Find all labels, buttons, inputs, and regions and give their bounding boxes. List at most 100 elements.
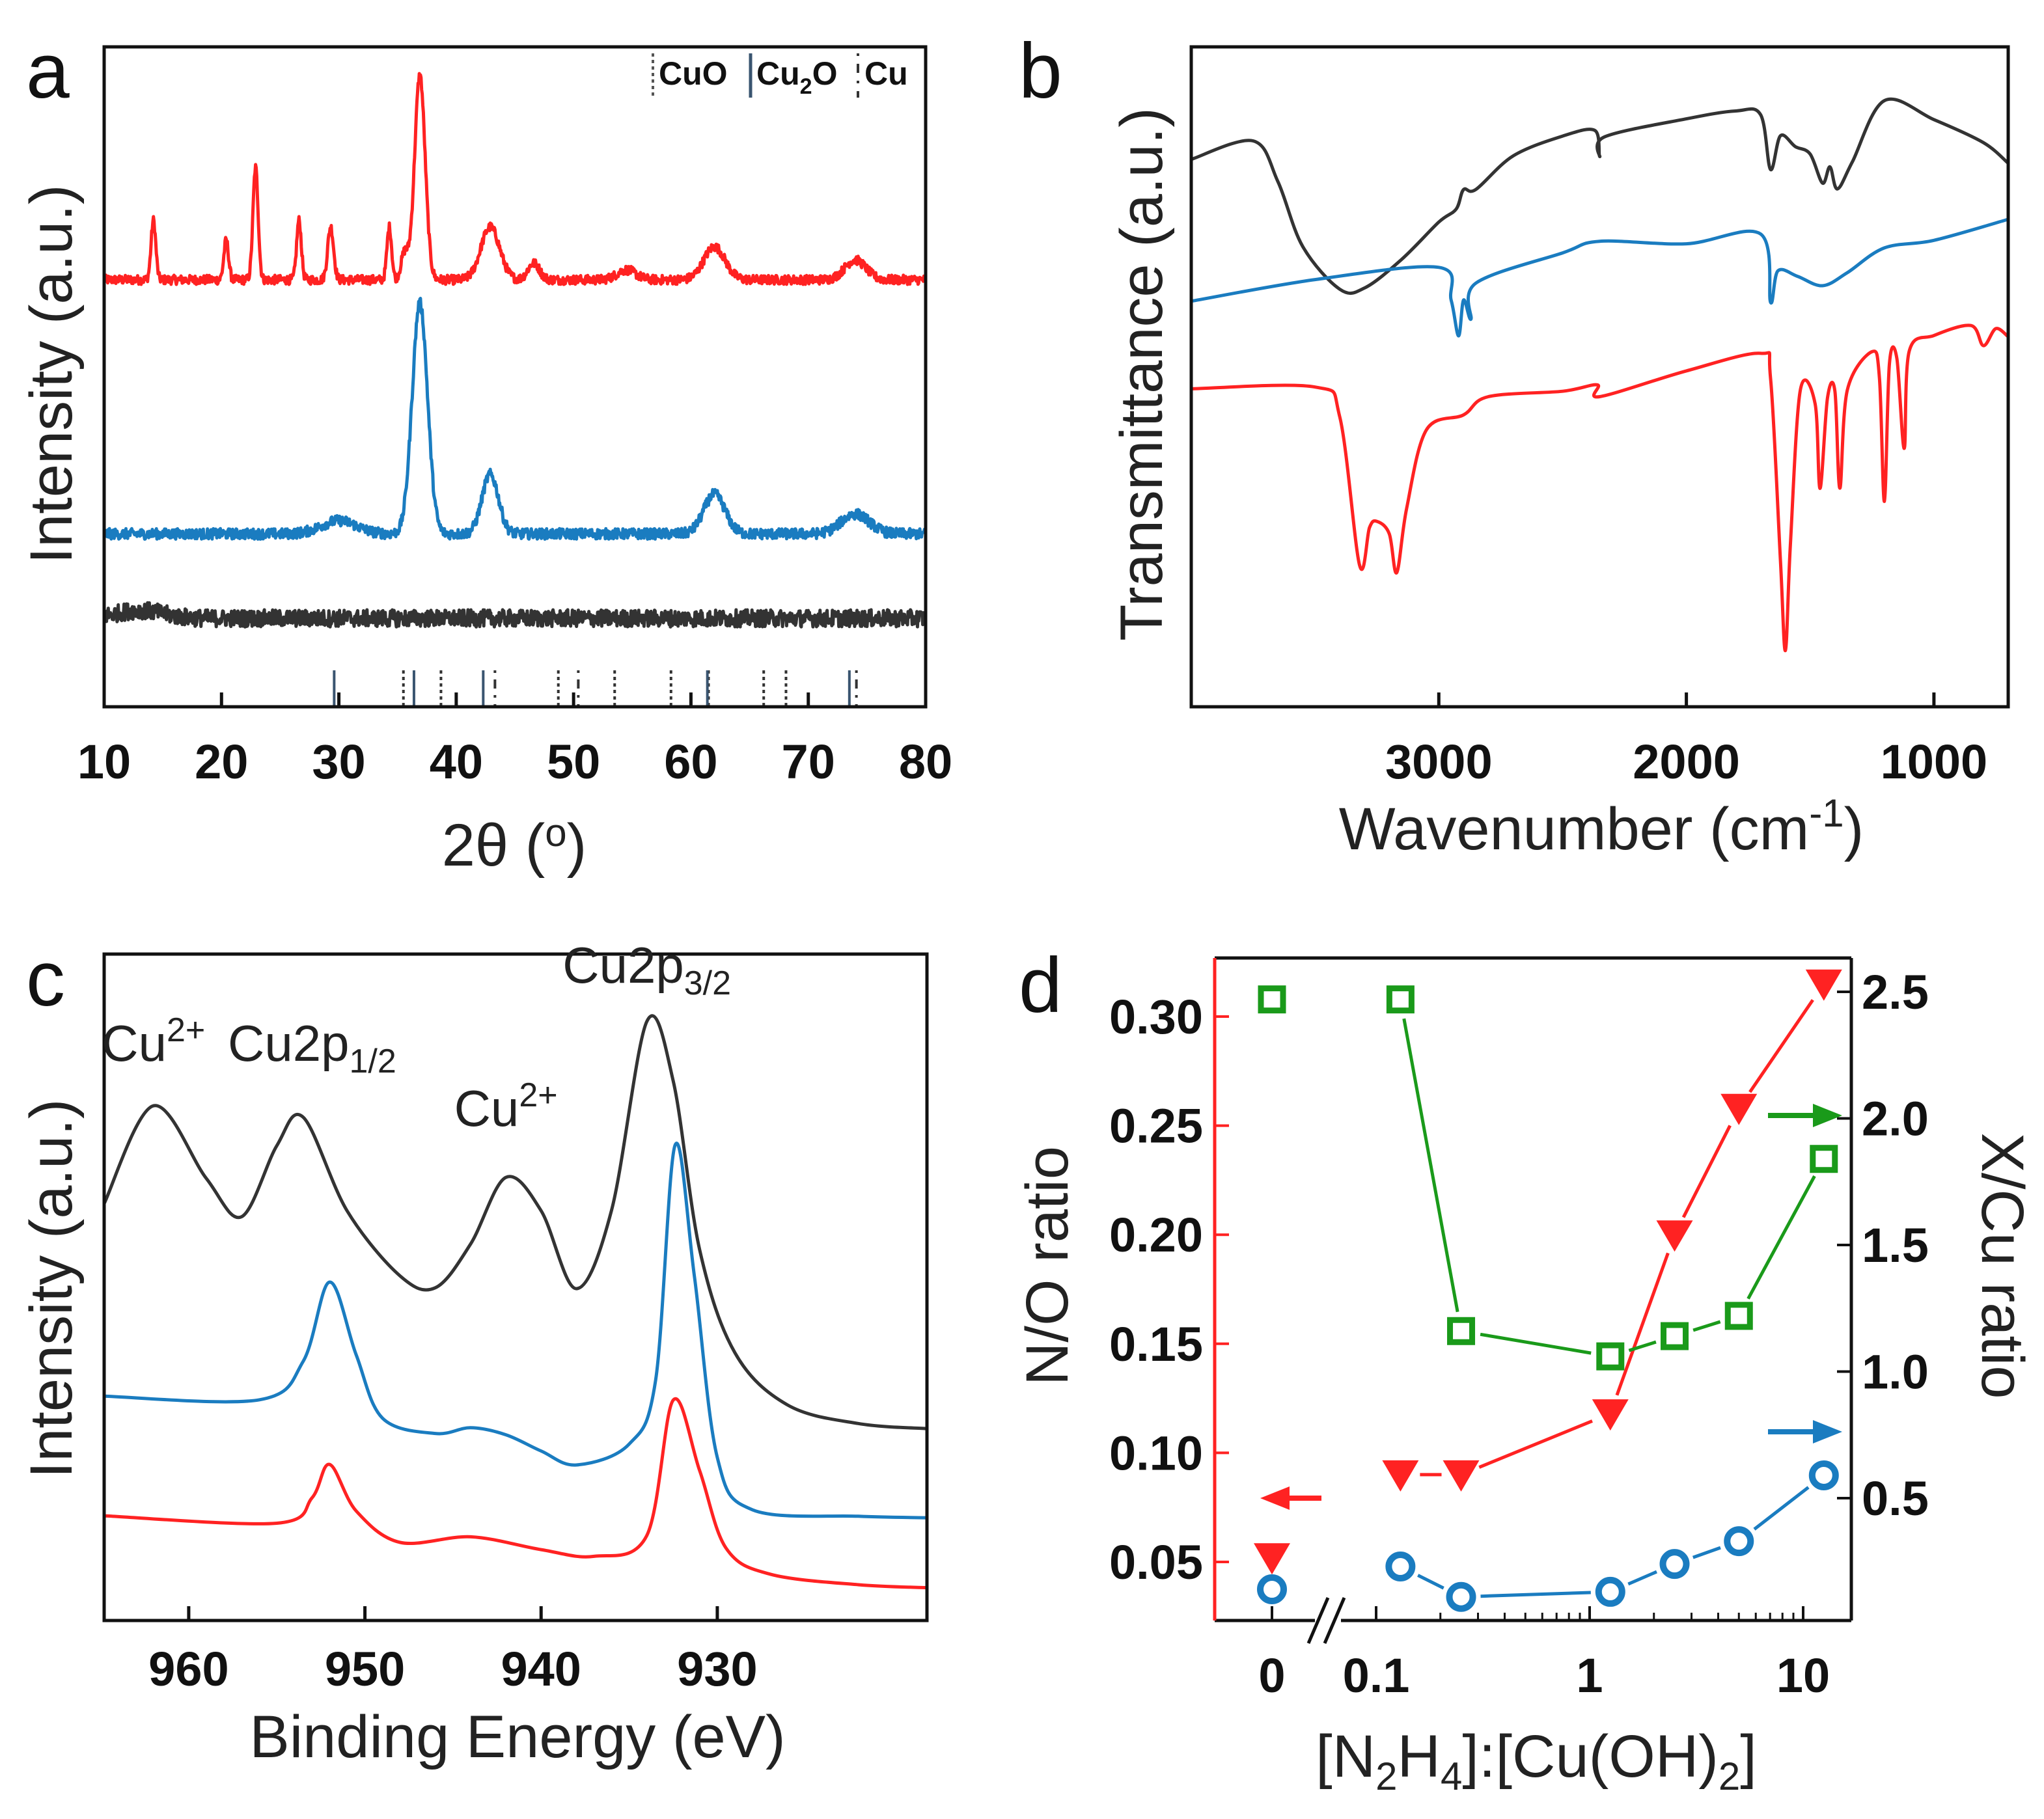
blue-circle-marker <box>1385 1552 1416 1582</box>
red-triangle-marker <box>1254 1543 1290 1575</box>
annotation-sup: 2+ <box>167 1011 205 1049</box>
x-tick-label: 950 <box>325 1642 405 1696</box>
green-square-marker <box>1810 1145 1838 1173</box>
legend-cu2o-post: O <box>812 55 838 92</box>
annotation-sup: 2+ <box>519 1076 557 1114</box>
axis-break-mark <box>1306 1597 1330 1644</box>
left-tick-label: 0.05 <box>1109 1535 1203 1589</box>
x-tick-label: 60 <box>664 735 717 789</box>
x-tick-label: 930 <box>677 1642 757 1696</box>
red-triangle-marker <box>1656 1220 1693 1252</box>
series-line-segment <box>1480 1332 1592 1355</box>
series-line-segment <box>1753 1486 1810 1531</box>
xlabel-sup: o <box>545 811 566 855</box>
series-line-segment <box>1747 1175 1816 1300</box>
x-tick-label: 0 <box>1258 1648 1285 1703</box>
left-tick-label: 0.30 <box>1109 990 1203 1044</box>
x-tick-label: 2000 <box>1633 735 1740 789</box>
annotation-text: Cu2p <box>228 1015 349 1072</box>
legend-cu2o-sub: 2 <box>800 74 812 99</box>
ftir-y-axis-label: Transmittance (a.u.) <box>1109 107 1175 641</box>
xlabel-text-end: ) <box>567 812 587 879</box>
xlabel-sup: -1 <box>1809 791 1844 835</box>
ftir-axes-frame <box>1189 45 2010 709</box>
panel-a-xrd: 10 20 30 40 50 60 70 80 2θ (o) Intensity (a.u.)… <box>18 45 952 879</box>
panel-d-ratios: 0.050.100.150.200.250.300.51.01.52.02.50… <box>1014 956 2036 1798</box>
annotation-text: Cu <box>454 1080 519 1137</box>
ratio-left-y-axis-label: N/O ratio <box>1014 1146 1081 1386</box>
xlabel-sub: 2 <box>1719 1755 1740 1798</box>
xps-x-ticks: 960 950 940 930 <box>148 1606 758 1696</box>
x-tick-label: 1 <box>1576 1648 1603 1703</box>
ftir-curve-black <box>1191 97 2009 295</box>
series-line-segment <box>1417 1574 1444 1590</box>
x-tick-label: 40 <box>430 735 483 789</box>
series-line-segment <box>1692 1320 1721 1332</box>
red-triangle-marker <box>1592 1399 1629 1431</box>
xps-y-axis-label: Intensity (a.u.) <box>18 1099 85 1479</box>
red-triangle-marker <box>1443 1460 1480 1492</box>
series-line-segment <box>1615 1252 1670 1396</box>
xlabel-sub: 4 <box>1441 1755 1462 1798</box>
legend-cu2o-text: Cu <box>756 55 800 92</box>
xps-plot-area <box>102 1014 928 1590</box>
xlabel-sub: 2 <box>1375 1755 1397 1798</box>
left-tick-label: 0.20 <box>1109 1208 1203 1262</box>
xrd-legend: CuO Cu2O Cu <box>652 53 908 99</box>
blue-circle-marker <box>1724 1526 1754 1557</box>
x-tick-label: 80 <box>899 735 952 789</box>
series-line-segment <box>1748 999 1814 1093</box>
right-tick-label: 0.5 <box>1862 1471 1929 1525</box>
axis-break-mark <box>1323 1597 1346 1644</box>
x-tick-label: 940 <box>501 1642 581 1696</box>
ftir-x-axis-label: Wavenumber (cm-1) <box>1339 791 1864 862</box>
xlabel-part: [N <box>1316 1723 1375 1790</box>
xps-curve-red <box>104 1397 928 1590</box>
series-line-segment <box>1480 1591 1591 1598</box>
xlabel-part: ]:[Cu(OH) <box>1462 1723 1719 1790</box>
x-tick-label: 0.1 <box>1343 1648 1410 1703</box>
left-tick-label: 0.25 <box>1109 1099 1203 1153</box>
xps-curve-blue <box>104 1142 928 1520</box>
series-line-segment <box>1628 1340 1657 1352</box>
green-square-marker <box>1724 1302 1753 1330</box>
legend-cu2o-label: Cu2O <box>756 55 837 99</box>
xrd-y-axis-label: Intensity (a.u.) <box>18 185 85 564</box>
right-tick-label: 2.0 <box>1862 1092 1929 1146</box>
panel-b-ftir: 3000 2000 1000 Wavenumber (cm-1) Transmitt… <box>1109 45 2010 862</box>
xrd-curve-black <box>102 601 928 629</box>
annotation-text: Cu2p <box>562 937 684 994</box>
green-square-marker <box>1661 1322 1689 1350</box>
series-line-segment <box>1478 1419 1593 1469</box>
annotation-text: Cu <box>102 1015 167 1072</box>
xrd-axes-frame <box>102 45 928 709</box>
left-tick-label: 0.10 <box>1109 1426 1203 1480</box>
ratio-plot-area <box>1254 969 1842 1612</box>
left-tick-label: 0.15 <box>1109 1317 1203 1371</box>
xps-peak-annotation: Cu2p1/2 <box>228 1015 396 1080</box>
xrd-x-axis-label: 2θ (o) <box>442 811 587 879</box>
x-tick-label: 960 <box>148 1642 228 1696</box>
right-tick-label: 2.5 <box>1862 965 1929 1019</box>
ratio-x-axis-label: [N2H4]:[Cu(OH)2] <box>1316 1723 1757 1798</box>
right-tick-label: 1.5 <box>1862 1218 1929 1272</box>
x-tick-label: 50 <box>547 735 600 789</box>
blue-circle-marker <box>1659 1549 1690 1580</box>
right-tick-label: 1.0 <box>1862 1345 1929 1399</box>
xlabel-text: Wavenumber (cm <box>1339 796 1810 862</box>
xps-peak-annotation: Cu2+ <box>454 1076 558 1137</box>
xrd-curve-blue <box>102 297 928 541</box>
blue-circle-marker <box>1808 1460 1839 1490</box>
series-line-segment <box>1692 1546 1721 1559</box>
xps-peak-annotation: Cu2+ <box>102 1011 205 1072</box>
series-line-segment <box>1681 1125 1732 1218</box>
ratio-axes: 0.050.100.150.200.250.300.51.01.52.02.50… <box>1109 956 1929 1703</box>
ratio-right-y-axis-label: X/Cu ratio <box>1969 1132 2036 1399</box>
ftir-curve-blue <box>1191 217 2009 338</box>
panel-label-c: c <box>26 935 65 1022</box>
series-line-segment <box>1402 1018 1459 1313</box>
xps-x-axis-label: Binding Energy (eV) <box>249 1704 785 1770</box>
blue-circle-marker <box>1595 1576 1625 1607</box>
xlabel-text-end: ) <box>1844 796 1864 862</box>
